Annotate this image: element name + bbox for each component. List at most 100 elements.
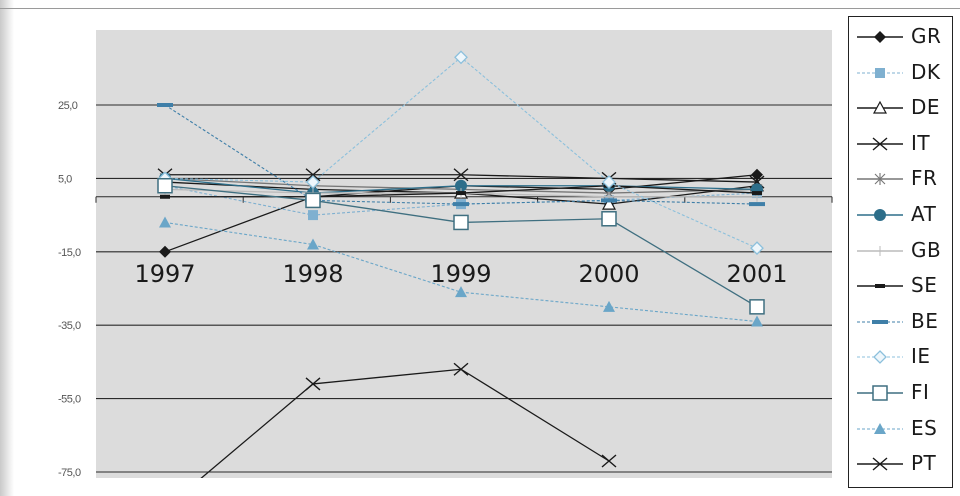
series-fi xyxy=(157,177,765,315)
legend-marker-icon xyxy=(872,385,888,401)
legend-marker-icon xyxy=(874,422,886,434)
legend-marker-icon xyxy=(874,209,886,221)
data-point-es xyxy=(751,315,763,327)
x-tick-label: 1998 xyxy=(282,260,343,288)
legend-item-gr: GR xyxy=(855,23,951,51)
legend-item-fr: FR xyxy=(855,165,951,193)
legend-swatch-icon xyxy=(857,422,903,434)
legend-swatch-icon xyxy=(857,350,903,365)
legend-label: FR xyxy=(911,166,938,191)
y-tick-label: -55,0 xyxy=(58,394,81,406)
data-point-ie xyxy=(306,175,320,189)
legend-label: PT xyxy=(911,451,937,476)
y-tick-label: 25,0 xyxy=(58,100,78,112)
series-line-be xyxy=(164,104,758,205)
legend-swatch-icon xyxy=(857,319,903,324)
data-point-es xyxy=(307,238,319,250)
legend-marker-icon xyxy=(872,100,888,114)
legend-label: DK xyxy=(911,59,941,84)
legend-swatch-icon xyxy=(857,137,903,151)
data-point-se xyxy=(752,191,762,196)
data-point-fi xyxy=(601,211,617,227)
data-point-ie xyxy=(750,241,764,256)
legend-item-fi: FI xyxy=(855,379,951,407)
legend-item-gb: GB xyxy=(855,237,951,265)
data-point-it xyxy=(453,168,469,182)
legend-item-dk: DK xyxy=(855,59,951,87)
page-edge-shadow xyxy=(0,0,14,496)
data-point-es xyxy=(603,300,615,312)
y-tick-label: -15,0 xyxy=(58,247,81,259)
legend-label: AT xyxy=(911,202,937,226)
chart-legend: GR DK DE IT FR AT GB SE BE IE FI ES PT xyxy=(848,16,953,488)
legend-item-de: DE xyxy=(855,94,951,122)
legend-item-it: IT xyxy=(855,130,951,158)
data-point-fi xyxy=(749,299,765,315)
y-tick-label: -75,0 xyxy=(58,467,81,479)
data-point-gr xyxy=(159,245,171,258)
data-point-se xyxy=(160,194,170,199)
series-pt xyxy=(200,362,617,478)
legend-marker-icon xyxy=(875,67,885,78)
legend-swatch-icon xyxy=(857,173,903,186)
data-point-be xyxy=(157,103,173,107)
legend-item-se: SE xyxy=(855,272,951,300)
x-tick-label: 1997 xyxy=(134,260,195,288)
series-es xyxy=(159,216,763,327)
legend-marker-icon xyxy=(874,173,886,186)
legend-label: GB xyxy=(911,237,942,262)
legend-item-at: AT xyxy=(855,201,951,229)
legend-marker-icon xyxy=(874,31,886,43)
data-point-at xyxy=(455,179,467,192)
data-point-pt xyxy=(453,362,469,376)
data-point-es xyxy=(159,216,171,228)
plot-area-background xyxy=(96,30,832,478)
data-point-it xyxy=(305,168,321,182)
legend-item-pt: PT xyxy=(855,450,951,478)
legend-label: IT xyxy=(911,130,931,155)
legend-swatch-icon xyxy=(857,457,903,471)
legend-swatch-icon xyxy=(857,100,903,114)
x-tick-label: 1999 xyxy=(430,260,491,288)
legend-item-be: BE xyxy=(855,308,951,336)
y-tick-label: 5,0 xyxy=(58,173,72,185)
data-point-es xyxy=(455,286,467,298)
x-tick-label: 2001 xyxy=(726,260,787,288)
legend-marker-icon xyxy=(873,350,887,365)
x-tick-label: 2000 xyxy=(578,260,639,288)
y-tick-label: -35,0 xyxy=(58,320,81,332)
data-point-be xyxy=(749,202,765,207)
legend-marker-icon xyxy=(872,319,888,324)
legend-label: ES xyxy=(911,415,938,440)
data-point-fi xyxy=(453,214,469,231)
legend-item-ie: IE xyxy=(855,343,951,371)
legend-marker-icon xyxy=(875,284,885,289)
page-top-rule xyxy=(0,8,960,9)
legend-marker-icon xyxy=(875,245,885,256)
legend-swatch-icon xyxy=(857,209,903,221)
data-point-be xyxy=(453,202,469,207)
legend-marker-icon xyxy=(872,457,888,471)
data-point-dk xyxy=(308,210,318,221)
legend-label: FI xyxy=(911,380,930,404)
data-point-de xyxy=(601,196,617,210)
data-point-pt xyxy=(305,377,321,391)
legend-swatch-icon xyxy=(857,67,903,78)
data-point-ie xyxy=(602,175,616,189)
legend-swatch-icon xyxy=(857,31,903,43)
data-point-se xyxy=(456,191,466,196)
legend-item-es: ES xyxy=(855,415,951,443)
data-point-ie xyxy=(454,50,468,65)
legend-label: IE xyxy=(911,344,931,369)
data-point-fi xyxy=(157,177,173,194)
legend-label: DE xyxy=(911,95,941,120)
series-line-pt xyxy=(200,368,610,478)
legend-label: BE xyxy=(911,308,939,333)
data-point-pt xyxy=(601,454,617,468)
legend-label: SE xyxy=(911,273,938,298)
legend-marker-icon xyxy=(872,137,888,151)
legend-swatch-icon xyxy=(857,245,903,256)
data-point-gr xyxy=(751,168,763,181)
data-point-be xyxy=(601,198,617,203)
